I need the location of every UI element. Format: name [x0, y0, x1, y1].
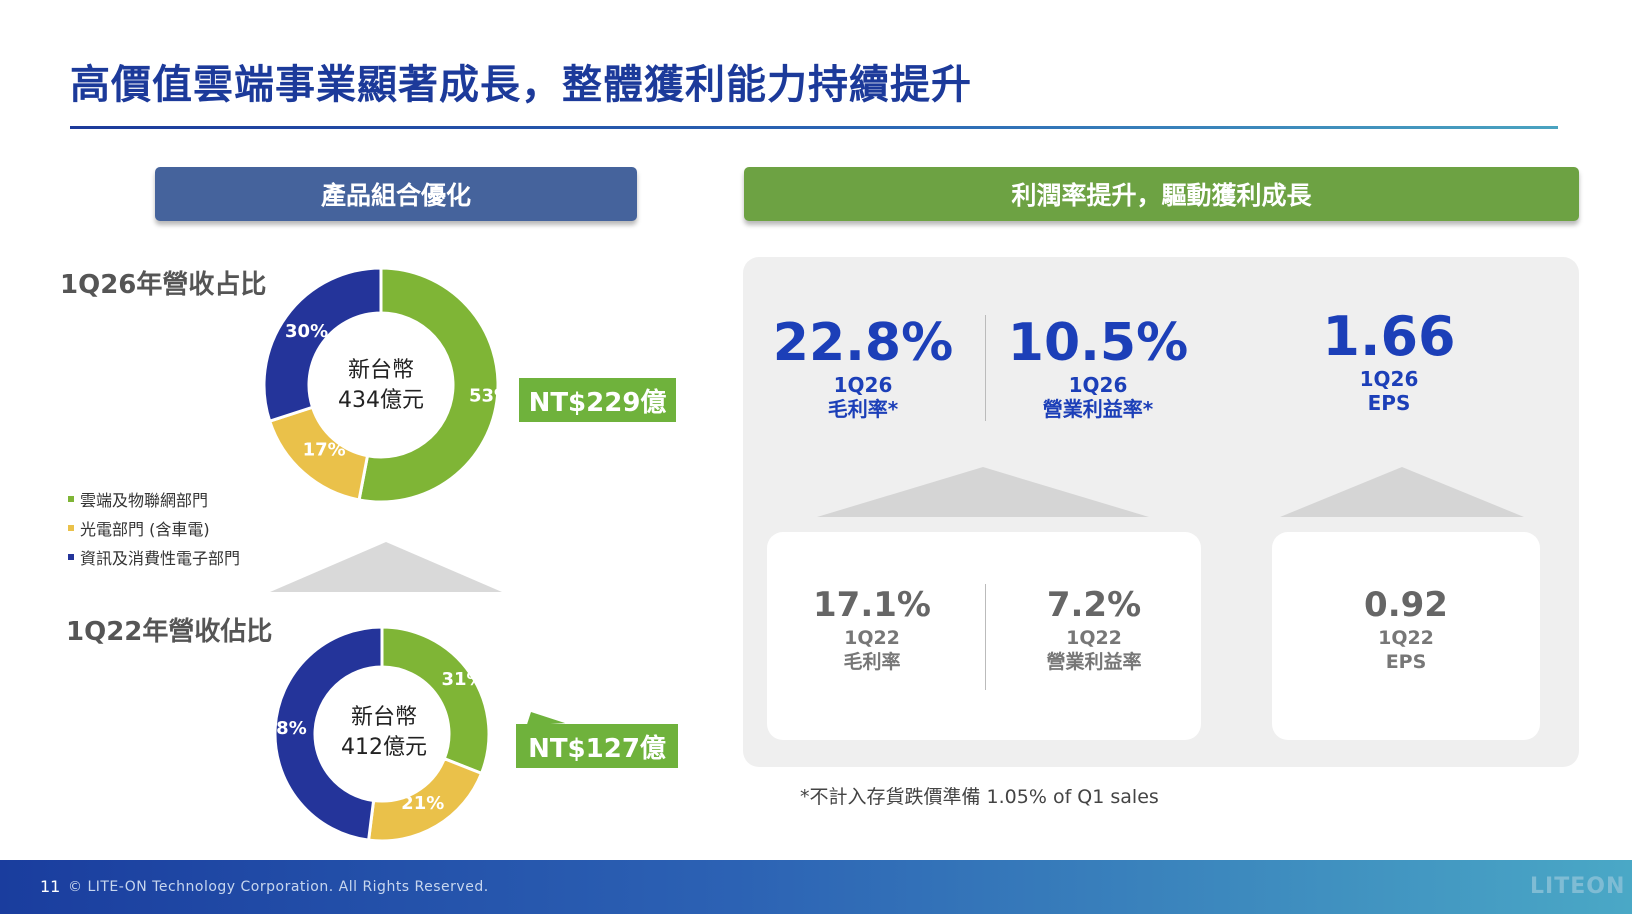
page-title: 高價值雲端事業顯著成長，整體獲利能力持續提升: [70, 62, 972, 108]
page-number: 11: [40, 877, 61, 896]
copyright-text: © LITE-ON Technology Corporation. All Ri…: [68, 879, 489, 895]
chart-title-1q22: 1Q22年營收佔比: [66, 617, 273, 647]
center-label-1q26: 新台幣 434億元: [321, 356, 441, 416]
metric-operating-margin-1q22: 7.2% 1Q22 營業利益率: [999, 584, 1189, 674]
metric-gross-margin-1q26: 22.8% 1Q26 毛利率*: [753, 313, 973, 421]
metric-value: 17.1%: [813, 585, 931, 625]
metric-value: 1.66: [1322, 305, 1456, 368]
slice-label-consumer-electronics: 30%: [285, 321, 328, 342]
legend-item-optoelectronics: 光電部門 (含車電): [68, 513, 240, 542]
liteon-logo: LITEON: [1530, 874, 1626, 899]
footnote: *不計入存貨跌價準備 1.05% of Q1 sales: [800, 786, 1159, 808]
metric-label: EPS: [1385, 651, 1427, 673]
prior-margins-box: 17.1% 1Q22 毛利率 7.2% 1Q22 營業利益率: [767, 532, 1201, 740]
legend-swatch-consumer-electronics: [68, 553, 74, 560]
legend-item-consumer-electronics: 資訊及消費性電子部門: [68, 542, 240, 571]
donut-slice-cloud: [380, 625, 491, 776]
metric-label: 營業利益率: [1046, 651, 1142, 673]
metric-period: 1Q22: [1066, 627, 1122, 649]
chart-legend: 雲端及物聯網部門 光電部門 (含車電) 資訊及消費性電子部門: [68, 484, 240, 571]
title-underline: [70, 126, 1558, 129]
footer-bar: 11 © LITE-ON Technology Corporation. All…: [0, 860, 1632, 914]
margin-growth-banner: 利潤率提升，驅動獲利成長: [744, 167, 1579, 221]
metric-label: 營業利益率*: [1042, 397, 1154, 421]
margin-metrics-panel: 22.8% 1Q26 毛利率* 10.5% 1Q26 營業利益率* 1.66 1…: [743, 257, 1579, 767]
metric-divider-bottom: [985, 584, 986, 690]
callout-cloud-revenue-1q22: NT$127億: [516, 724, 678, 768]
comparison-triangle-left: [270, 542, 502, 592]
metric-period: 1Q22: [1378, 627, 1434, 649]
metric-label: 毛利率*: [827, 397, 899, 421]
metric-gross-margin-1q22: 17.1% 1Q22 毛利率: [777, 584, 967, 674]
metric-period: 1Q26: [1359, 367, 1419, 391]
metric-value: 0.92: [1364, 585, 1448, 625]
metric-value: 10.5%: [1007, 313, 1189, 373]
legend-label-cloud: 雲端及物聯網部門: [80, 490, 209, 510]
slice-label-cloud: 53%: [469, 385, 512, 406]
donut-slice-consumer-electronics: [273, 625, 384, 842]
legend-item-cloud: 雲端及物聯網部門: [68, 484, 240, 513]
chart-title-1q26: 1Q26年營收占比: [60, 270, 267, 300]
metric-period: 1Q26: [833, 373, 893, 397]
center-label-1q22: 新台幣 412億元: [324, 703, 444, 763]
metric-eps-1q22: 0.92 1Q22 EPS: [1272, 584, 1540, 674]
metric-label: EPS: [1367, 391, 1411, 415]
center-label-currency: 新台幣: [347, 358, 414, 383]
slice-label-consumer-electronics: 48%: [264, 718, 307, 739]
slice-label-cloud: 31%: [442, 669, 485, 690]
slice-label-optoelectronics: 17%: [303, 440, 346, 461]
donut-chart-1q22: 31% 21% 48%: [264, 625, 491, 843]
legend-swatch-cloud: [68, 495, 74, 502]
prior-eps-box: 0.92 1Q22 EPS: [1272, 532, 1540, 740]
metric-divider-top: [985, 315, 986, 421]
legend-swatch-optoelectronics: [68, 524, 74, 531]
metric-period: 1Q26: [1068, 373, 1128, 397]
center-label-total: 434億元: [338, 388, 424, 413]
slice-label-optoelectronics: 21%: [401, 793, 444, 814]
legend-label-optoelectronics: 光電部門 (含車電): [80, 519, 210, 539]
donut-slice-consumer-electronics: [262, 266, 383, 424]
metric-value: 7.2%: [1046, 585, 1142, 625]
metric-value: 22.8%: [772, 313, 954, 373]
center-label-total: 412億元: [341, 735, 427, 760]
metric-eps-1q26: 1.66 1Q26 EPS: [1283, 305, 1495, 416]
product-mix-banner: 產品組合優化: [155, 167, 637, 221]
metric-operating-margin-1q26: 10.5% 1Q26 營業利益率*: [983, 313, 1213, 421]
center-label-currency: 新台幣: [350, 705, 417, 730]
donut-chart-1q26: 53% 17% 30%: [262, 266, 512, 504]
comparison-triangle-eps: [1280, 467, 1524, 517]
donut-slice-cloud: [357, 266, 500, 504]
metric-period: 1Q22: [844, 627, 900, 649]
callout-cloud-revenue-1q26: NT$229億: [519, 378, 676, 422]
legend-label-consumer-electronics: 資訊及消費性電子部門: [80, 548, 241, 568]
comparison-triangle-margins: [817, 467, 1149, 517]
metric-label: 毛利率: [843, 651, 901, 673]
